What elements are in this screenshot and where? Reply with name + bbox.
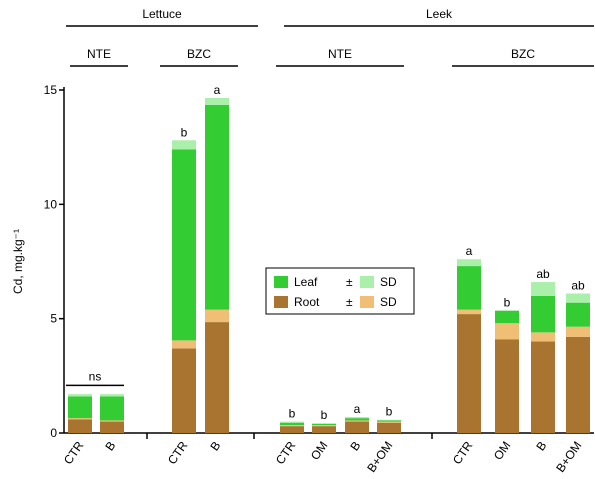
bar-root-sd bbox=[172, 340, 196, 349]
bar-leaf bbox=[457, 266, 481, 310]
bar-leaf-sd bbox=[457, 259, 481, 267]
bar-leaf bbox=[495, 310, 519, 324]
legend-plusminus: ± bbox=[346, 275, 353, 289]
significance-letter: b bbox=[386, 405, 393, 419]
significance-letter: a bbox=[354, 402, 361, 416]
bar-leaf bbox=[531, 295, 555, 333]
crop-group-label: Leek bbox=[426, 7, 453, 21]
bar-root-sd bbox=[312, 424, 336, 427]
bar-root bbox=[531, 341, 555, 433]
significance-letter: a bbox=[466, 244, 473, 258]
bar-root bbox=[280, 426, 304, 433]
bar-root-sd bbox=[457, 309, 481, 315]
bar-root bbox=[100, 421, 124, 433]
bar-leaf bbox=[377, 420, 401, 422]
x-tick-label: B bbox=[347, 439, 363, 454]
legend-sd-swatch bbox=[360, 296, 374, 308]
bar-leaf bbox=[68, 396, 92, 419]
y-tick-label: 10 bbox=[44, 197, 58, 211]
bar-leaf-sd bbox=[566, 293, 590, 303]
bar-root bbox=[345, 421, 369, 433]
x-tick-label: CTR bbox=[61, 438, 87, 467]
bar-root-sd bbox=[377, 421, 401, 423]
significance-letter: b bbox=[181, 125, 188, 139]
bar-root bbox=[377, 422, 401, 433]
x-tick-label: B bbox=[207, 439, 223, 454]
bar-leaf bbox=[566, 302, 590, 327]
soil-group-label: BZC bbox=[511, 47, 535, 61]
soil-group-label: NTE bbox=[87, 47, 111, 61]
bar-leaf-sd bbox=[205, 98, 229, 105]
y-tick-label: 5 bbox=[50, 312, 57, 326]
bar-root bbox=[68, 419, 92, 433]
bar-root-sd bbox=[280, 424, 304, 427]
bar-root-sd bbox=[531, 332, 555, 342]
legend-plusminus: ± bbox=[346, 295, 353, 309]
legend-swatch bbox=[274, 296, 288, 308]
legend-swatch bbox=[274, 276, 288, 288]
significance-letter: ab bbox=[571, 279, 585, 293]
legend-sd-label: SD bbox=[380, 275, 397, 289]
legend-box bbox=[265, 267, 415, 315]
legend-sd-swatch bbox=[360, 276, 374, 288]
legend-label: Root bbox=[294, 295, 320, 309]
bar-leaf bbox=[172, 149, 196, 341]
soil-group-label: BZC bbox=[187, 47, 211, 61]
x-tick-label: CTR bbox=[450, 438, 476, 467]
significance-letter: b bbox=[289, 407, 296, 421]
x-tick-label: CTR bbox=[165, 438, 191, 467]
bar-leaf-sd bbox=[280, 421, 304, 423]
bar-root bbox=[205, 322, 229, 433]
crop-group-label: Lettuce bbox=[142, 7, 182, 21]
bar-leaf bbox=[205, 104, 229, 310]
significance-letter: b bbox=[321, 408, 328, 422]
bar-root-sd bbox=[68, 418, 92, 420]
bar-leaf-sd bbox=[68, 394, 92, 397]
ns-annotation: ns bbox=[89, 369, 102, 383]
legend-sd-label: SD bbox=[380, 295, 397, 309]
bar-root-sd bbox=[495, 323, 519, 340]
bar-leaf-sd bbox=[377, 419, 401, 421]
bar-root bbox=[495, 339, 519, 433]
bar-root-sd bbox=[345, 420, 369, 422]
y-tick-label: 15 bbox=[44, 83, 58, 97]
bar-leaf-sd bbox=[172, 140, 196, 150]
bar-root bbox=[566, 336, 590, 433]
bar-root-sd bbox=[100, 420, 124, 422]
soil-group-label: NTE bbox=[328, 47, 352, 61]
x-tick-label: CTR bbox=[273, 438, 299, 467]
bar-leaf-sd bbox=[312, 423, 336, 424]
bar-leaf-sd bbox=[100, 394, 124, 397]
y-axis-label: Cd, mg.kg⁻¹ bbox=[11, 229, 25, 294]
significance-letter: a bbox=[214, 83, 221, 97]
x-tick-label: OM bbox=[308, 439, 331, 463]
significance-letter: ab bbox=[536, 267, 550, 281]
x-tick-label: B+OM bbox=[364, 439, 395, 475]
bar-root-sd bbox=[566, 326, 590, 337]
x-tick-label: B bbox=[102, 439, 118, 454]
bar-leaf bbox=[100, 396, 124, 421]
x-tick-label: B bbox=[533, 439, 549, 454]
legend-label: Leaf bbox=[294, 275, 318, 289]
bar-leaf bbox=[312, 423, 336, 425]
bar-leaf-sd bbox=[531, 282, 555, 296]
y-tick-label: 0 bbox=[50, 426, 57, 440]
significance-letter: b bbox=[504, 296, 511, 310]
bar-root-sd bbox=[205, 309, 229, 323]
bar-root bbox=[172, 348, 196, 433]
x-tick-label: B+OM bbox=[553, 439, 584, 475]
bar-leaf bbox=[280, 422, 304, 425]
bar-leaf bbox=[345, 418, 369, 421]
bar-root bbox=[312, 426, 336, 433]
x-tick-label: OM bbox=[491, 439, 514, 463]
bar-leaf-sd bbox=[345, 416, 369, 419]
bar-root bbox=[457, 314, 481, 433]
